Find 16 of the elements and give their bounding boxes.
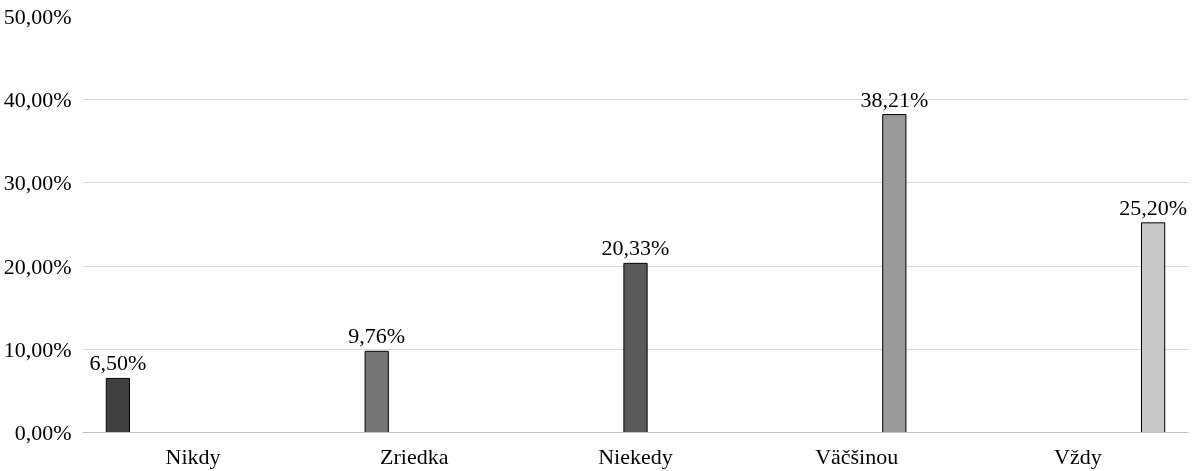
- x-tick-label: Väčšinou: [815, 443, 899, 469]
- data-label: 9,76%: [348, 323, 406, 349]
- data-label: 20,33%: [601, 235, 670, 261]
- x-tick-label: Vždy: [1054, 443, 1102, 469]
- y-tick-label: 30,00%: [3, 170, 72, 196]
- y-tick-label: 50,00%: [3, 4, 72, 29]
- x-tick-label: Nikdy: [165, 443, 221, 469]
- y-tick-label: 20,00%: [3, 253, 72, 279]
- y-tick-label: 10,00%: [3, 336, 72, 362]
- y-tick-label: 0,00%: [14, 420, 72, 445]
- x-tick-label: Niekedy: [598, 443, 673, 469]
- data-label: 38,21%: [860, 86, 929, 112]
- x-tick-label: Zriedka: [380, 443, 449, 469]
- y-tick-label: 40,00%: [3, 87, 72, 113]
- data-label: 6,50%: [89, 350, 147, 376]
- data-label: 25,20%: [1119, 194, 1188, 220]
